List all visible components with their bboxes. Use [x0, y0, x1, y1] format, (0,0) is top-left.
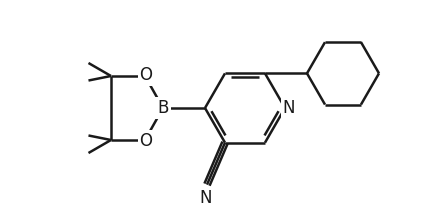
Text: O: O: [139, 66, 153, 84]
Text: N: N: [200, 189, 212, 207]
Text: O: O: [139, 132, 153, 150]
Text: N: N: [283, 99, 295, 117]
Text: B: B: [157, 99, 169, 117]
